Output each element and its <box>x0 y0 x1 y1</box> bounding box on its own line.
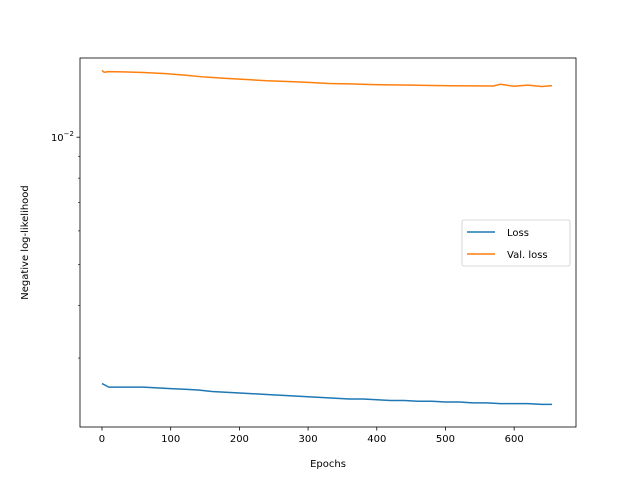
legend: Loss Val. loss <box>461 219 571 267</box>
plot-lines <box>101 69 553 406</box>
series-line-loss <box>101 382 552 406</box>
legend-label-loss: Loss <box>507 228 529 239</box>
series-line-val-loss <box>101 69 553 88</box>
x-tick-label: 400 <box>367 434 386 445</box>
x-tick-label: 0 <box>99 434 105 445</box>
y-axis-label: Negative log-likelihood <box>20 185 31 300</box>
legend-label-val-loss: Val. loss <box>507 250 548 261</box>
x-tick-label: 600 <box>505 434 524 445</box>
x-tick-label: 500 <box>436 434 455 445</box>
x-axis-label: Epochs <box>310 459 346 470</box>
x-tick-label: 300 <box>299 434 318 445</box>
plot-frame <box>79 57 577 428</box>
y-tick-label: 10−2 <box>51 130 74 144</box>
x-axis-ticks: 0 100 200 300 400 500 600 <box>99 427 524 445</box>
x-tick-label: 200 <box>230 434 249 445</box>
y-axis-ticks: 10−2 <box>51 130 80 359</box>
x-tick-label: 100 <box>161 434 180 445</box>
